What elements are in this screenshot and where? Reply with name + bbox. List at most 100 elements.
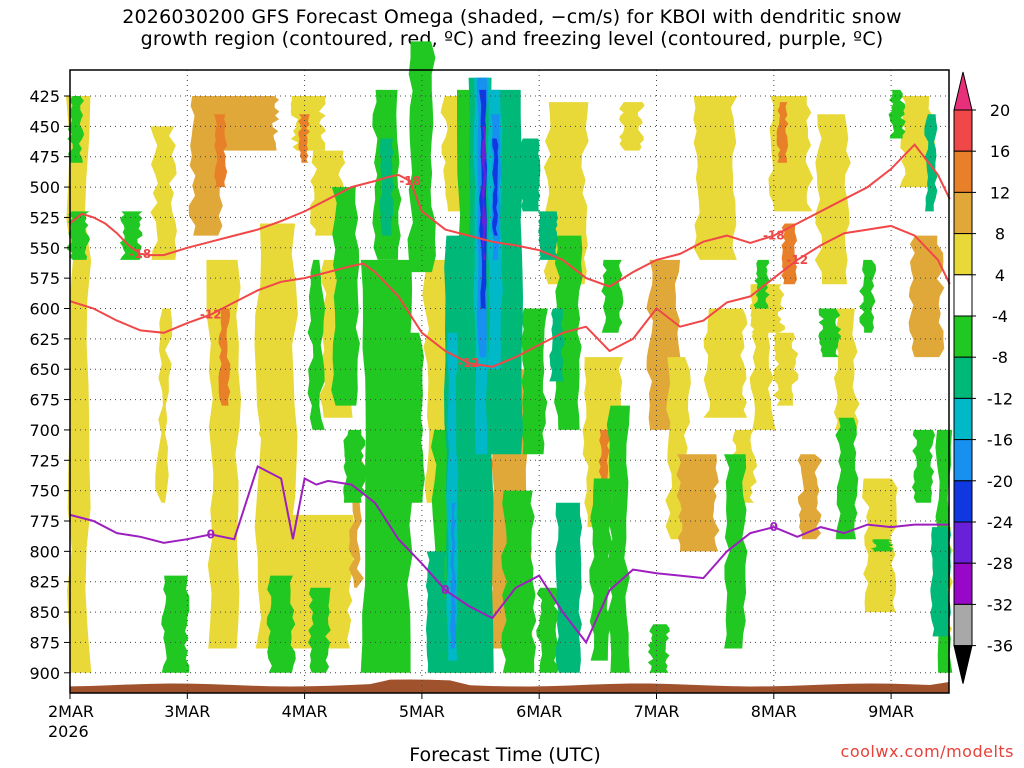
omega-rising-region: [67, 211, 90, 260]
x-axis: 2MAR 3MAR 4MAR 5MAR 6MAR 7MAR 8MAR 9MAR 2026: [48, 693, 914, 741]
y-tick-label: 475: [29, 148, 60, 167]
omega-rising-region: [835, 417, 859, 540]
y-tick-label: 550: [29, 239, 60, 258]
omega-rising-region: [425, 551, 447, 673]
chart-title: 2026030200 GFS Forecast Omega (shaded, −…: [0, 6, 1024, 50]
colorbar-label: 8: [995, 225, 1005, 244]
omega-rising-region: [549, 308, 565, 382]
y-tick-label: 700: [29, 421, 60, 440]
contour-line-0: [69, 464, 950, 645]
x-tick-label: 9MAR: [868, 702, 914, 721]
colorbar-segment: [953, 274, 973, 317]
omega-sinking-region: [676, 454, 720, 552]
colorbar-label: 12: [990, 183, 1010, 202]
omega-rising-region: [589, 478, 613, 661]
y-tick-label: 800: [29, 542, 60, 561]
colorbar-label: 4: [995, 266, 1005, 285]
contour-label--18: -18: [763, 229, 785, 243]
x-tick-label: 4MAR: [282, 702, 328, 721]
y-tick-label: 525: [29, 208, 60, 227]
omega-rising-region: [343, 429, 366, 503]
x-tick-label: 6MAR: [516, 702, 562, 721]
colorbar-label: -20: [987, 472, 1013, 491]
omega-sinking-region: [797, 454, 823, 540]
contour-label-0: 0: [441, 583, 449, 597]
omega-rising-region: [308, 587, 331, 673]
omega-rising-region: [647, 624, 670, 673]
plot-frame: [69, 69, 950, 694]
colorbar-label: -16: [987, 431, 1013, 450]
y-tick-label: 875: [29, 633, 60, 652]
colorbar-bottom-arrow: [953, 645, 973, 684]
colorbar-label: -4: [992, 307, 1008, 326]
omega-sinking-core: [776, 102, 789, 163]
y-tick-label: 650: [29, 360, 60, 379]
colorbar-label: 16: [990, 142, 1010, 161]
omega-rising-region: [67, 96, 85, 163]
y-tick-label: 750: [29, 482, 60, 501]
colorbar-segment: [953, 562, 973, 605]
colorbar-label: -24: [987, 513, 1013, 532]
omega-sinking-region: [899, 96, 935, 188]
contour-line--12: [69, 224, 951, 368]
omega-shading: [66, 41, 953, 673]
omega-rising-region: [161, 575, 190, 673]
ground-surface-fill: [70, 679, 949, 693]
colorbar-segment: [953, 356, 973, 399]
omega-strong-ascent: [481, 126, 487, 260]
omega-rising-region: [555, 502, 583, 673]
omega-rising-region: [606, 405, 630, 673]
y-tick-label: 425: [29, 87, 60, 106]
colorbar-segment: [953, 521, 973, 564]
omega-sinking-region: [155, 308, 173, 503]
omega-sinking-region: [908, 235, 945, 358]
colorbar-label: -8: [992, 348, 1008, 367]
omega-rising-region: [396, 332, 425, 503]
source-credit: coolwx.com/modelts: [840, 742, 1014, 761]
omega-rising-region: [888, 89, 906, 139]
colorbar-segment: [953, 480, 973, 523]
y-tick-label: 900: [29, 664, 60, 683]
omega-rising-region: [407, 41, 436, 273]
x-tick-label: 5MAR: [399, 702, 445, 721]
omega-rising-region: [818, 308, 842, 358]
colorbar-segment: [953, 191, 973, 235]
omega-sinking-region: [432, 320, 447, 430]
omega-rising-region: [331, 187, 360, 406]
omega-sinking-core: [298, 114, 310, 163]
x-tick-label: 7MAR: [633, 702, 679, 721]
ground-surface: [70, 679, 949, 693]
colorbar-segment: [953, 397, 973, 441]
omega-rising-region: [307, 259, 326, 430]
colorbar-label: 20: [990, 101, 1010, 120]
colorbar-segment: [953, 603, 973, 647]
colorbar-segment: [953, 439, 973, 482]
omega-rising-region: [521, 308, 548, 455]
omega-sinking-region: [619, 102, 645, 151]
chart-title-line2: growth region (contoured, red, ºC) and f…: [140, 28, 884, 50]
omega-rising-region: [601, 259, 624, 333]
omega-strong-ascent: [537, 211, 559, 260]
omega-rising-region: [501, 490, 537, 673]
colorbar-label: -32: [987, 595, 1013, 614]
omega-strong-ascent: [449, 502, 457, 649]
omega-strong-ascent: [520, 138, 541, 212]
omega-rising-region: [379, 138, 395, 236]
y-tick-label: 600: [29, 300, 60, 319]
omega-sinking-region: [768, 96, 814, 212]
colorbar-segment: [953, 109, 973, 152]
y-tick-label: 500: [29, 178, 60, 197]
omega-sinking-region: [814, 114, 851, 285]
colorbar-segment: [953, 233, 973, 276]
x-axis-label: Forecast Time (UTC): [409, 744, 601, 766]
contour-line--18: [69, 143, 951, 288]
omega-rising-region: [753, 259, 770, 309]
x-tick-label: 8MAR: [751, 702, 797, 721]
contour-label--12: -12: [200, 308, 222, 322]
omega-sinking-region: [150, 126, 177, 260]
colorbar-label: -28: [987, 554, 1013, 573]
colorbar-segment: [953, 150, 973, 193]
y-tick-label: 575: [29, 269, 60, 288]
omega-sinking-core: [214, 114, 228, 188]
